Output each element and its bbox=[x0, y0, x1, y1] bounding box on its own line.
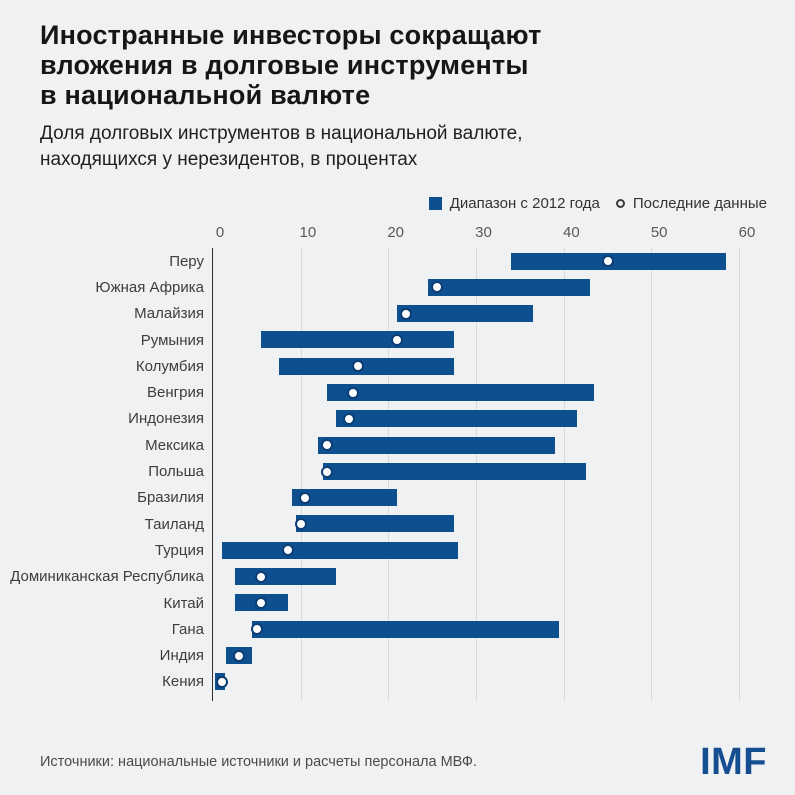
latest-data-dot bbox=[391, 334, 404, 347]
latest-data-dot bbox=[250, 623, 263, 636]
latest-data-dot bbox=[430, 281, 443, 294]
latest-data-dot bbox=[294, 518, 307, 531]
table-row bbox=[213, 432, 739, 458]
latest-data-dot bbox=[320, 439, 333, 452]
legend-latest-label: Последние данные bbox=[632, 195, 767, 212]
table-row bbox=[213, 616, 739, 642]
category-label: Румыния bbox=[140, 331, 204, 349]
category-label: Мексика bbox=[145, 436, 204, 454]
category-label: Индия bbox=[159, 647, 204, 665]
table-row bbox=[213, 274, 739, 300]
range-bar bbox=[326, 383, 595, 401]
range-bar bbox=[278, 357, 455, 375]
table-row bbox=[213, 537, 739, 563]
table-row bbox=[213, 406, 739, 432]
source-note: Источники: национальные источники и расч… bbox=[40, 754, 477, 770]
latest-data-dot bbox=[601, 255, 614, 268]
latest-data-dot bbox=[255, 570, 268, 583]
latest-data-dot bbox=[347, 386, 360, 399]
latest-data-dot bbox=[233, 649, 246, 662]
x-tick-label: 40 bbox=[562, 224, 580, 241]
legend-range-label: Диапазон с 2012 года bbox=[449, 195, 600, 212]
range-bar bbox=[335, 410, 577, 428]
latest-data-dot bbox=[299, 491, 312, 504]
x-tick-label: 10 bbox=[299, 224, 317, 241]
gridline bbox=[739, 248, 740, 702]
category-label: Венгрия bbox=[147, 384, 204, 402]
x-tick-label: 0 bbox=[215, 224, 225, 241]
range-bar bbox=[427, 278, 590, 296]
range-bar bbox=[322, 462, 586, 480]
legend-item-range: Диапазон с 2012 года bbox=[428, 195, 600, 212]
latest-data-dot bbox=[351, 360, 364, 373]
table-row bbox=[213, 642, 739, 668]
open-circle-icon bbox=[615, 199, 625, 208]
table-row bbox=[213, 564, 739, 590]
range-bar bbox=[234, 568, 336, 586]
table-row bbox=[213, 669, 739, 695]
latest-data-dot bbox=[215, 675, 228, 688]
plot-area bbox=[212, 248, 740, 702]
range-bar bbox=[511, 252, 726, 270]
category-label: Польша bbox=[148, 463, 204, 481]
x-axis: 0 10 20 30 40 50 60 bbox=[216, 224, 756, 244]
range-bar bbox=[221, 541, 459, 559]
x-tick-label: 30 bbox=[475, 224, 492, 241]
chart-title: Иностранные инвесторы сокращают вложения… bbox=[40, 20, 542, 110]
chart-subtitle: Доля долговых инструментов в национально… bbox=[40, 123, 523, 170]
category-label: Китай bbox=[163, 594, 204, 612]
category-label: Малайзия bbox=[134, 305, 204, 323]
x-tick-label: 50 bbox=[650, 224, 668, 241]
category-label: Индонезия bbox=[128, 410, 204, 428]
chart-legend: Диапазон с 2012 года Последние данные bbox=[0, 195, 795, 212]
range-bar bbox=[291, 489, 398, 507]
table-row bbox=[213, 353, 739, 379]
imf-logo: IMF bbox=[700, 741, 767, 783]
table-row bbox=[213, 301, 739, 327]
latest-data-dot bbox=[255, 597, 268, 609]
chart-body: Перу Южная Африка Малайзия Румыния Колумбия В… bbox=[0, 248, 795, 702]
latest-data-dot bbox=[399, 307, 412, 320]
category-label: Доминиканская Республика bbox=[10, 568, 204, 586]
category-label: Кения bbox=[162, 673, 204, 691]
gridline bbox=[651, 248, 653, 702]
x-tick-label: 20 bbox=[387, 224, 404, 241]
category-label: Перу bbox=[169, 252, 204, 270]
category-label: Бразилия bbox=[137, 489, 204, 507]
x-tick-label: 60 bbox=[738, 224, 756, 241]
range-dot-chart: 0 10 20 30 40 50 60 Перу Южная Африка Малайзия Ру… bbox=[0, 224, 795, 702]
table-row bbox=[213, 327, 739, 353]
latest-data-dot bbox=[320, 465, 333, 478]
table-row bbox=[213, 379, 739, 405]
category-labels: Перу Южная Африка Малайзия Румыния Колумбия В… bbox=[0, 248, 212, 701]
chart-footer: Источники: национальные источники и расч… bbox=[40, 743, 767, 781]
category-label: Гана bbox=[171, 620, 204, 638]
category-label: Турция bbox=[154, 541, 204, 559]
category-label: Таиланд bbox=[144, 515, 204, 533]
latest-data-dot bbox=[281, 544, 294, 557]
table-row bbox=[213, 458, 739, 484]
legend-item-latest: Последние данные bbox=[615, 195, 767, 212]
category-label: Южная Африка bbox=[95, 278, 204, 296]
range-bar bbox=[296, 515, 455, 533]
table-row bbox=[213, 248, 739, 274]
category-label: Колумбия bbox=[135, 357, 204, 375]
gridline bbox=[300, 248, 302, 702]
range-bar bbox=[261, 331, 455, 349]
range-swatch-icon bbox=[428, 197, 442, 210]
range-bar bbox=[252, 620, 560, 638]
latest-data-dot bbox=[342, 412, 355, 425]
chart-header: Иностранные инвесторы сокращают вложения… bbox=[0, 0, 795, 173]
range-bar bbox=[318, 436, 555, 454]
table-row bbox=[213, 511, 739, 537]
range-bar bbox=[397, 305, 533, 323]
table-row bbox=[213, 590, 739, 616]
table-row bbox=[213, 485, 739, 511]
